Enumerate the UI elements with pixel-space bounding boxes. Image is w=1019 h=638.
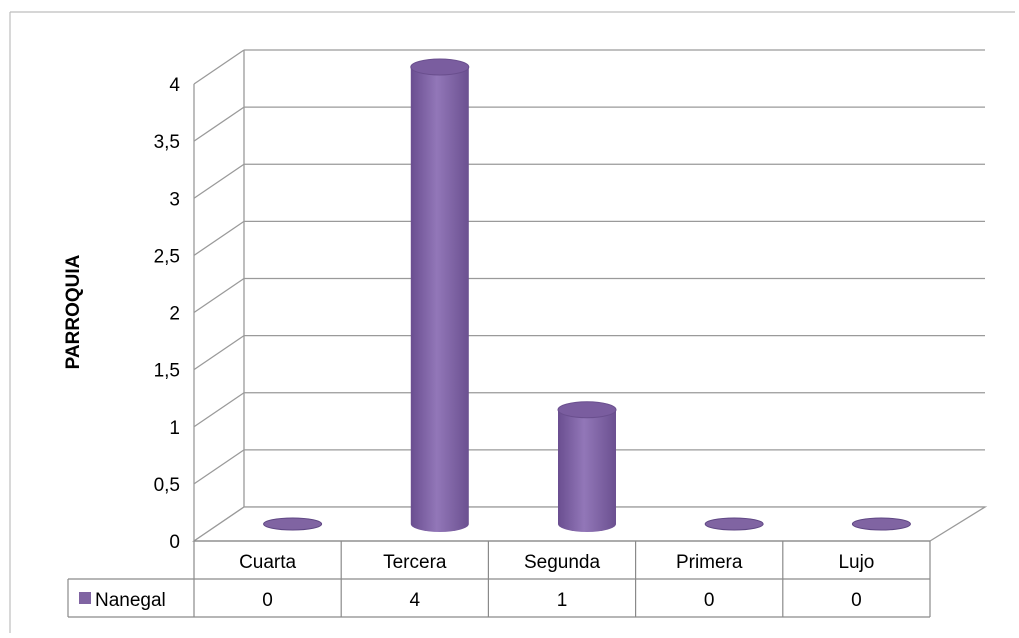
y-tick-label: 1 xyxy=(169,418,180,439)
bar-zero-disc-primera xyxy=(704,517,764,531)
x-category-label: Segunda xyxy=(524,552,601,573)
data-table-value: 4 xyxy=(410,590,421,611)
legend-series-name: Nanegal xyxy=(95,590,166,611)
gridline-side xyxy=(193,163,245,199)
y-axis-title: PARROQUIA xyxy=(63,254,84,369)
y-tick-label: 0 xyxy=(169,532,180,553)
bar-zero-disc-cuarta xyxy=(263,517,323,531)
gridline-side xyxy=(193,49,245,85)
gridline-side xyxy=(193,220,245,256)
gridline-side xyxy=(193,335,245,371)
y-tick-label: 1,5 xyxy=(154,361,180,382)
gridline-side xyxy=(193,106,245,142)
x-category-label: Cuarta xyxy=(239,552,296,573)
y-tick-label: 4 xyxy=(169,75,180,96)
data-table-value: 0 xyxy=(851,590,862,611)
y-tick-label: 0,5 xyxy=(154,475,180,496)
data-table: Cuarta Tercera Segunda Primera Lujo 0 4 1 0 0 Nane… xyxy=(67,540,931,618)
gridline-side xyxy=(193,277,245,314)
axis-layer: 0 0,5 1 1,5 2 2,5 3 3,5 4 xyxy=(154,75,181,553)
gridline-side xyxy=(193,392,245,428)
bar-top-segunda xyxy=(557,401,617,419)
x-category-label: Lujo xyxy=(838,552,874,573)
y-tick-label: 2,5 xyxy=(154,246,180,267)
bar-cylinder-tercera xyxy=(410,67,469,532)
bar-cylinder-segunda xyxy=(558,409,616,532)
data-table-value: 1 xyxy=(557,590,568,611)
x-category-label: Primera xyxy=(676,552,743,573)
y-tick-label: 2 xyxy=(169,304,180,325)
data-table-value: 0 xyxy=(262,590,273,611)
legend-swatch xyxy=(79,592,91,604)
y-tick-label: 3 xyxy=(169,189,180,210)
gridline-side xyxy=(193,449,245,485)
y-tick-label: 3,5 xyxy=(154,132,180,153)
data-table-value: 0 xyxy=(704,590,715,611)
x-category-label: Tercera xyxy=(383,552,447,573)
bar-layer xyxy=(263,58,911,532)
bar-top-tercera xyxy=(410,58,470,76)
bar-zero-disc-lujo xyxy=(851,517,911,531)
